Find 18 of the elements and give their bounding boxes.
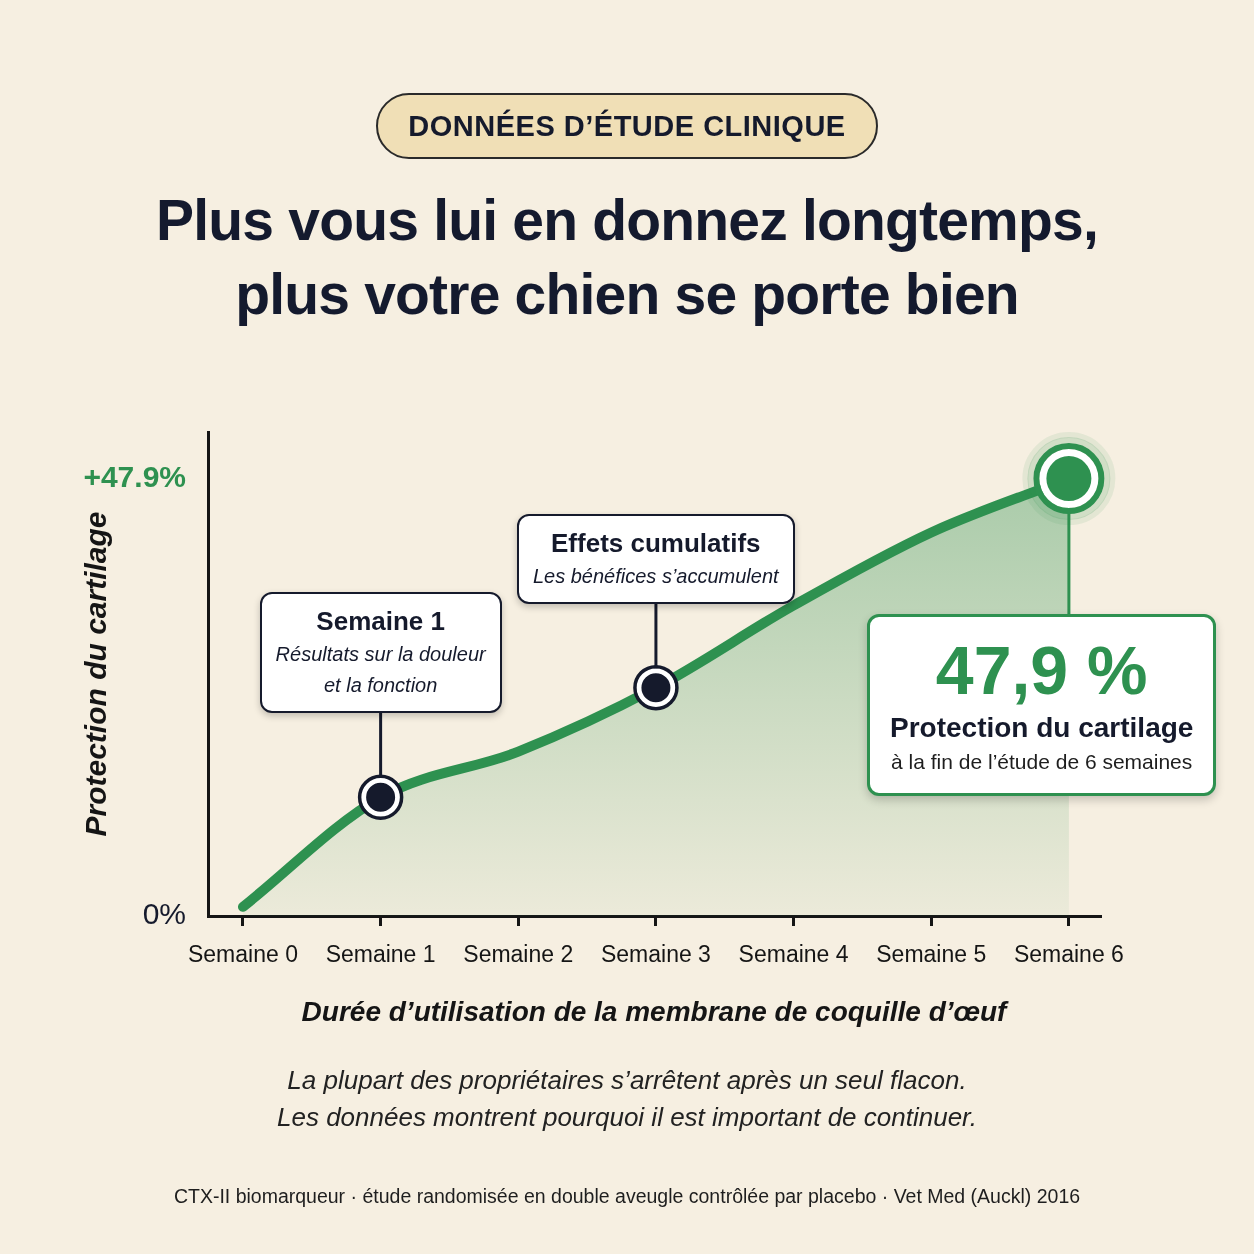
x-tick-label: Semaine 5 <box>876 941 987 968</box>
x-tick-label: Semaine 2 <box>463 941 574 968</box>
y-tick-label: +47.9% <box>83 459 186 493</box>
annotation: Semaine 1 Résultats sur la douleur et la fonction <box>275 605 486 699</box>
chart-title: Plus vous lui en donnez longtemps, plus votre chien se porte bien <box>155 187 1099 328</box>
y-axis-title: Protection du cartilage <box>79 511 113 837</box>
x-tick-label: Semaine 1 <box>325 941 436 968</box>
x-tick-label: Semaine 4 <box>738 941 849 968</box>
text: La plupart des propriétaires s’arrêtent après un seul flacon. Les données montrent pourquoi il est important de continuer. <box>276 1064 978 1134</box>
y-tick-label: 0% <box>142 897 186 931</box>
x-axis-title: Durée d’utilisation de la membrane de coquille d’œuf <box>301 995 1010 1027</box>
annotation: 47,9 % Protection du cartilage à la fin de l’étude de 6 semaines <box>890 630 1194 775</box>
chart-subtitle: DONNÉES D’ÉTUDE CLINIQUE <box>376 93 878 159</box>
x-tick-label: Semaine 0 <box>187 941 298 968</box>
annotation: Effets cumulatifs Les bénéfices s’accumulent <box>532 526 779 589</box>
x-tick-label: Semaine 6 <box>1013 941 1124 968</box>
text: CTX-II biomarqueur · étude randomisée en double aveugle contrôlée par placebo · Vet Med (Auckl) 2016 <box>173 1184 1081 1209</box>
x-tick-label: Semaine 3 <box>600 941 711 968</box>
